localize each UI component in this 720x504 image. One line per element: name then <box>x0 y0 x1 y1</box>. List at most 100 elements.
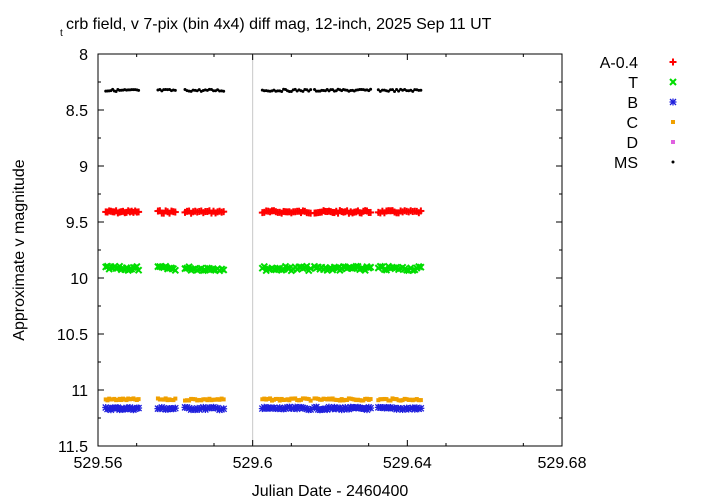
legend-label: A-0.4 <box>600 55 638 72</box>
data-point <box>368 397 373 402</box>
data-marks <box>102 87 425 414</box>
data-point <box>219 266 228 274</box>
data-point <box>402 266 411 274</box>
y-tick-label: 11.5 <box>58 439 88 456</box>
data-point <box>376 398 381 403</box>
data-point <box>388 398 393 403</box>
data-point <box>367 208 375 216</box>
data-point <box>197 88 201 92</box>
data-point <box>412 397 417 402</box>
data-point <box>135 208 143 216</box>
data-point <box>209 398 214 403</box>
plot-frame <box>97 53 563 447</box>
series-t <box>102 262 425 275</box>
legend-marker <box>669 58 677 66</box>
data-point <box>396 398 401 403</box>
x-tick-label: 529.56 <box>74 455 123 472</box>
data-point <box>171 208 179 216</box>
data-point <box>416 398 421 403</box>
data-point <box>187 398 192 403</box>
data-point <box>181 264 189 273</box>
series-b <box>102 403 425 414</box>
legend-marker <box>671 120 675 124</box>
y-tick-label: 10.5 <box>57 327 88 344</box>
series-a-0-4 <box>102 207 425 217</box>
legend-label: C <box>626 115 638 132</box>
data-point <box>221 397 226 402</box>
data-point <box>274 264 282 273</box>
data-point <box>406 397 411 402</box>
legend-label: D <box>626 135 638 152</box>
y-tick-label: 11 <box>71 383 88 400</box>
data-point <box>408 397 413 402</box>
data-point <box>402 396 407 401</box>
chart-title-prefix: t <box>60 28 63 39</box>
data-point <box>205 398 210 403</box>
data-point <box>219 396 224 401</box>
legend-label: T <box>628 75 638 92</box>
data-point <box>410 398 415 403</box>
data-point <box>191 397 196 402</box>
data-point <box>213 397 218 402</box>
data-point <box>418 398 423 403</box>
data-point <box>215 397 220 402</box>
data-point <box>367 404 375 412</box>
data-point <box>137 88 141 92</box>
legend-marker <box>669 78 677 86</box>
data-point <box>211 397 216 402</box>
series-ms <box>104 87 423 94</box>
data-point <box>393 89 397 93</box>
data-point <box>417 207 425 215</box>
data-point <box>306 264 315 273</box>
series-c <box>103 396 423 403</box>
data-point <box>414 397 419 402</box>
data-point <box>171 266 180 275</box>
data-point <box>309 88 313 92</box>
y-tick-label: 10 <box>70 271 88 288</box>
legend-marker <box>671 140 675 144</box>
data-point <box>197 397 202 402</box>
data-point <box>134 266 143 274</box>
data-point <box>415 262 423 271</box>
data-point <box>222 89 226 93</box>
y-tick-label: 8.5 <box>66 103 88 120</box>
data-point <box>404 397 409 402</box>
x-axis-label: Julian Date - 2460400 <box>252 483 409 500</box>
data-point <box>395 87 399 91</box>
data-point <box>369 87 373 91</box>
data-point <box>411 89 415 93</box>
y-tick-label: 9.5 <box>66 215 88 232</box>
legend-label: MS <box>614 155 638 172</box>
data-point <box>295 263 303 271</box>
data-point <box>114 90 118 94</box>
x-tick-label: 529.6 <box>233 455 273 472</box>
data-point <box>398 398 403 403</box>
data-point <box>392 397 397 402</box>
data-point <box>185 398 190 403</box>
data-point <box>199 398 204 403</box>
data-point <box>260 262 268 271</box>
data-point <box>220 208 228 216</box>
data-point <box>382 396 387 401</box>
data-point <box>400 398 405 403</box>
data-point <box>217 397 222 402</box>
data-point <box>195 398 200 403</box>
data-point <box>417 404 425 412</box>
data-point <box>173 88 177 92</box>
axis-ticks: 529.56 529.6 529.64 529.68 8 8.5 9 9.5 10 10.5 11 1… <box>57 47 587 472</box>
data-point <box>220 405 228 413</box>
data-point <box>390 396 395 401</box>
data-point <box>390 264 399 272</box>
data-point <box>386 398 391 403</box>
data-point <box>207 396 212 401</box>
data-point <box>203 397 208 402</box>
data-point <box>183 398 187 403</box>
legend-marker <box>669 98 677 106</box>
data-point <box>419 88 423 92</box>
data-point <box>391 88 395 92</box>
data-point <box>384 397 389 402</box>
data-point <box>185 263 193 271</box>
data-point <box>303 262 311 271</box>
